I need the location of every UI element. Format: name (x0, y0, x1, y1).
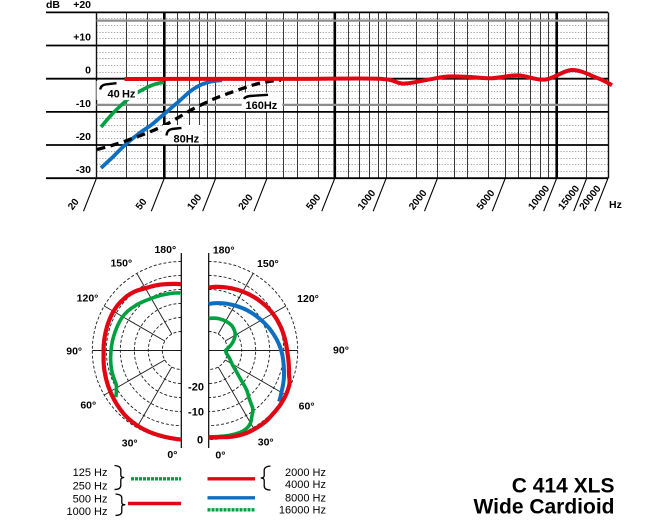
svg-text:120°: 120° (77, 293, 99, 305)
svg-text:-10: -10 (76, 98, 91, 110)
svg-text:180°: 180° (213, 245, 235, 257)
svg-text:40 Hz: 40 Hz (108, 88, 136, 100)
svg-text:150°: 150° (257, 258, 279, 270)
svg-text:90°: 90° (66, 346, 82, 358)
svg-text:-20: -20 (76, 131, 91, 143)
svg-text:250 Hz: 250 Hz (73, 481, 108, 493)
svg-text:0°: 0° (215, 450, 225, 462)
svg-text:Hz: Hz (609, 199, 622, 211)
svg-text:-10: -10 (188, 407, 204, 419)
svg-text:180°: 180° (154, 244, 176, 256)
svg-text:90°: 90° (333, 345, 349, 357)
svg-text:30°: 30° (122, 438, 138, 450)
svg-text:+10: +10 (73, 32, 91, 44)
svg-text:60°: 60° (299, 401, 315, 413)
svg-text:C 414 XLS: C 414 XLS (512, 475, 615, 498)
svg-text:Wide Cardioid: Wide Cardioid (474, 496, 615, 519)
svg-text:2000 Hz: 2000 Hz (285, 467, 326, 479)
svg-text:4000 Hz: 4000 Hz (285, 479, 326, 491)
svg-text:30°: 30° (258, 437, 274, 449)
svg-text:160Hz: 160Hz (246, 100, 278, 112)
svg-text:8000 Hz: 8000 Hz (285, 493, 326, 505)
svg-text:125 Hz: 125 Hz (73, 467, 108, 479)
svg-text:150°: 150° (110, 258, 132, 270)
svg-text:1000 Hz: 1000 Hz (67, 506, 108, 518)
svg-text:60°: 60° (80, 400, 96, 412)
svg-text:0°: 0° (167, 449, 177, 461)
svg-text:0: 0 (197, 435, 203, 447)
svg-text:-30: -30 (76, 164, 91, 176)
svg-text:16000 Hz: 16000 Hz (279, 505, 326, 517)
svg-text:+20: +20 (73, 0, 91, 11)
svg-text:-20: -20 (188, 382, 204, 394)
svg-text:120°: 120° (297, 293, 319, 305)
svg-text:500 Hz: 500 Hz (73, 494, 108, 506)
svg-text:0: 0 (85, 65, 91, 77)
svg-text:dB: dB (46, 0, 60, 11)
svg-text:80Hz: 80Hz (174, 133, 200, 145)
